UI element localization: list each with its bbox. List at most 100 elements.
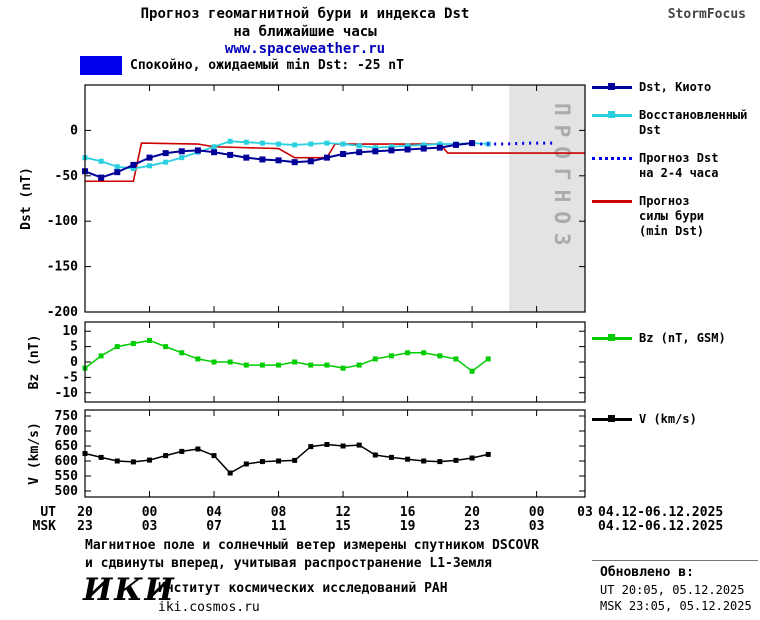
legend-item: Прогноз Dst на 2-4 часа <box>592 151 758 181</box>
series-marker <box>292 457 298 463</box>
y-tick-label: 0 <box>70 123 78 138</box>
legend-swatch-icon <box>592 108 632 123</box>
legend-swatch-icon <box>592 194 632 209</box>
status-swatch <box>80 56 122 75</box>
legend-label: Восстановленный Dst <box>639 108 748 137</box>
legend-label: Bz (nT, GSM) <box>639 331 726 345</box>
series-marker <box>372 452 378 458</box>
ut-tick-label: 00 <box>142 505 158 520</box>
plot-frame <box>84 409 586 498</box>
ut-tick-label: 20 <box>464 505 480 520</box>
series-marker <box>372 148 379 155</box>
series-marker <box>356 442 362 448</box>
series-marker <box>211 149 218 156</box>
series-marker <box>453 356 459 362</box>
y-tick-label: -100 <box>47 214 78 229</box>
y-tick-label: -10 <box>55 386 79 401</box>
series-marker <box>340 141 346 147</box>
legend-item: V (km/s) <box>592 412 758 427</box>
series-marker <box>452 141 459 148</box>
series-marker <box>405 350 411 356</box>
series-marker <box>130 161 137 168</box>
series-marker <box>147 163 153 169</box>
series-marker <box>98 174 105 181</box>
y-tick-label: 700 <box>55 424 79 439</box>
series-marker <box>211 453 217 459</box>
series-marker <box>292 142 298 148</box>
y-tick-label: -5 <box>62 370 78 385</box>
institute-name: Институт космических исследований РАН <box>158 581 448 596</box>
y-tick-label: -50 <box>55 169 79 184</box>
msk-tick-label: 23 <box>464 519 480 534</box>
legend-item: Прогноз силы бури (min Dst) <box>592 194 758 239</box>
legend-label: Dst, Киото <box>639 80 712 94</box>
series-marker <box>178 148 185 155</box>
legend-item: Bz (nT, GSM) <box>592 331 758 346</box>
series-marker <box>420 145 427 152</box>
series-marker <box>421 350 427 356</box>
series-marker <box>308 362 314 368</box>
series-marker <box>243 139 249 145</box>
series-marker <box>259 156 266 163</box>
series-marker <box>485 356 491 362</box>
legend-swatch-icon <box>592 151 632 166</box>
series-line <box>84 443 489 474</box>
series-marker <box>388 144 394 150</box>
y-tick-label: 0 <box>70 355 78 370</box>
ut-tick-label: 08 <box>271 505 287 520</box>
msk-tick-label: 03 <box>529 519 545 534</box>
series-marker <box>323 154 330 161</box>
msk-row-label: MSK <box>33 519 57 534</box>
series-line <box>84 339 489 373</box>
y-tick-label: 10 <box>62 324 78 339</box>
series-marker <box>98 158 104 164</box>
series-marker <box>340 365 346 371</box>
series-marker <box>340 443 346 449</box>
page-subtitle: на ближайшие часы <box>233 24 377 40</box>
series-marker <box>114 169 121 176</box>
legend-item: Dst, Киото <box>592 80 758 95</box>
series-marker <box>98 454 104 460</box>
series-marker <box>130 459 136 465</box>
series-marker <box>469 368 475 374</box>
series-marker <box>227 359 233 365</box>
series-marker <box>114 458 120 464</box>
series-marker <box>292 359 298 365</box>
series-line <box>84 140 489 170</box>
status-banner: Спокойно, ожидаемый min Dst: -25 nT <box>80 56 404 75</box>
series-marker <box>259 459 265 465</box>
y-tick-label: 650 <box>55 439 79 454</box>
series-marker <box>404 146 411 153</box>
ut-tick-label: 04 <box>206 505 222 520</box>
series-marker <box>259 140 265 146</box>
series-marker <box>437 141 443 147</box>
ut-row-label: UT <box>40 505 56 520</box>
series-marker <box>211 144 217 150</box>
series-marker <box>436 144 443 151</box>
forecast-region-label: ПРОГНОЗ <box>550 103 574 255</box>
y-tick-label: -200 <box>47 305 78 320</box>
series-marker <box>421 458 427 464</box>
series-marker <box>130 166 136 172</box>
msk-tick-label: 23 <box>77 519 93 534</box>
series-marker <box>308 141 314 147</box>
series-marker <box>437 353 443 359</box>
series-marker <box>179 350 185 356</box>
institute-site: iki.cosmos.ru <box>158 600 260 615</box>
series-marker <box>356 149 363 156</box>
status-text: Спокойно, ожидаемый min Dst: -25 nT <box>130 58 404 73</box>
website-link: www.spaceweather.ru <box>224 41 386 57</box>
series-marker <box>291 159 298 166</box>
series-marker <box>307 158 314 165</box>
plot-frame <box>84 321 586 403</box>
series-marker <box>227 151 234 158</box>
series-marker <box>194 147 201 154</box>
legend-swatch-icon <box>592 80 632 95</box>
updated-msk: MSK 23:05, 05.12.2025 <box>600 599 752 613</box>
series-marker <box>114 164 120 170</box>
y-axis-title: Dst (nT) <box>19 167 34 230</box>
forecast-region <box>509 85 585 312</box>
series-marker <box>227 470 233 476</box>
